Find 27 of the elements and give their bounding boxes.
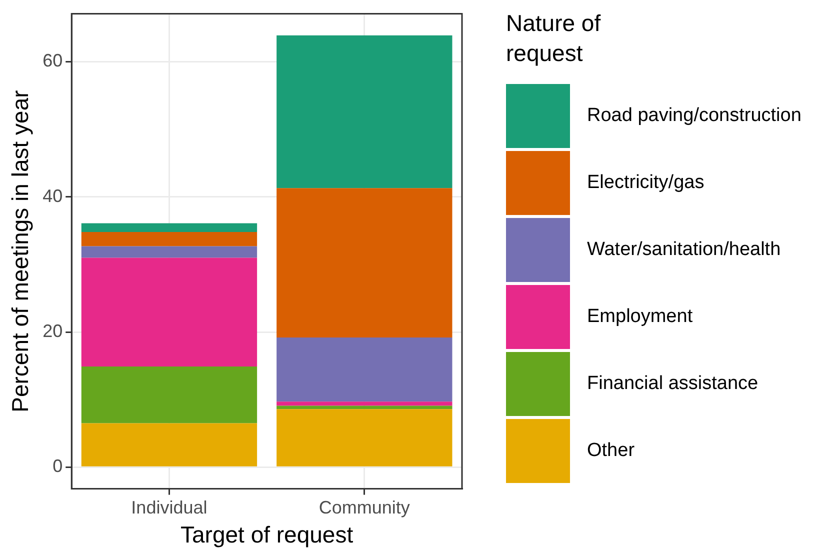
text: Employment: [587, 306, 693, 328]
y-tick-label: 0: [52, 456, 63, 476]
bar: [276, 188, 452, 338]
bar: [276, 409, 452, 466]
bar: [81, 423, 258, 466]
text: Electricity/gas: [587, 172, 704, 194]
bar: [81, 223, 258, 232]
bar: [81, 258, 258, 367]
bar: [276, 35, 452, 188]
bar: [81, 246, 258, 258]
text: Water/sanitation/health: [587, 238, 781, 260]
text: Road paving/construction: [587, 104, 802, 126]
bar: [81, 366, 258, 424]
x-axis-title: Target of request: [180, 522, 354, 548]
x-tick-label: Community: [318, 498, 410, 518]
x-tick-label: Individual: [131, 498, 208, 518]
y-tick-label: 60: [42, 50, 63, 71]
bar: [276, 402, 452, 406]
text: Financial assistance: [587, 372, 758, 394]
text: Other: [587, 440, 635, 462]
y-tick-label: 20: [42, 321, 63, 342]
bar: [276, 337, 452, 402]
bar: [81, 232, 258, 246]
bar: [276, 406, 452, 410]
y-tick-label: 40: [42, 186, 63, 206]
y-axis-title: Percent of meetings in last year: [7, 90, 34, 412]
legend-title: Nature of request: [506, 9, 602, 68]
